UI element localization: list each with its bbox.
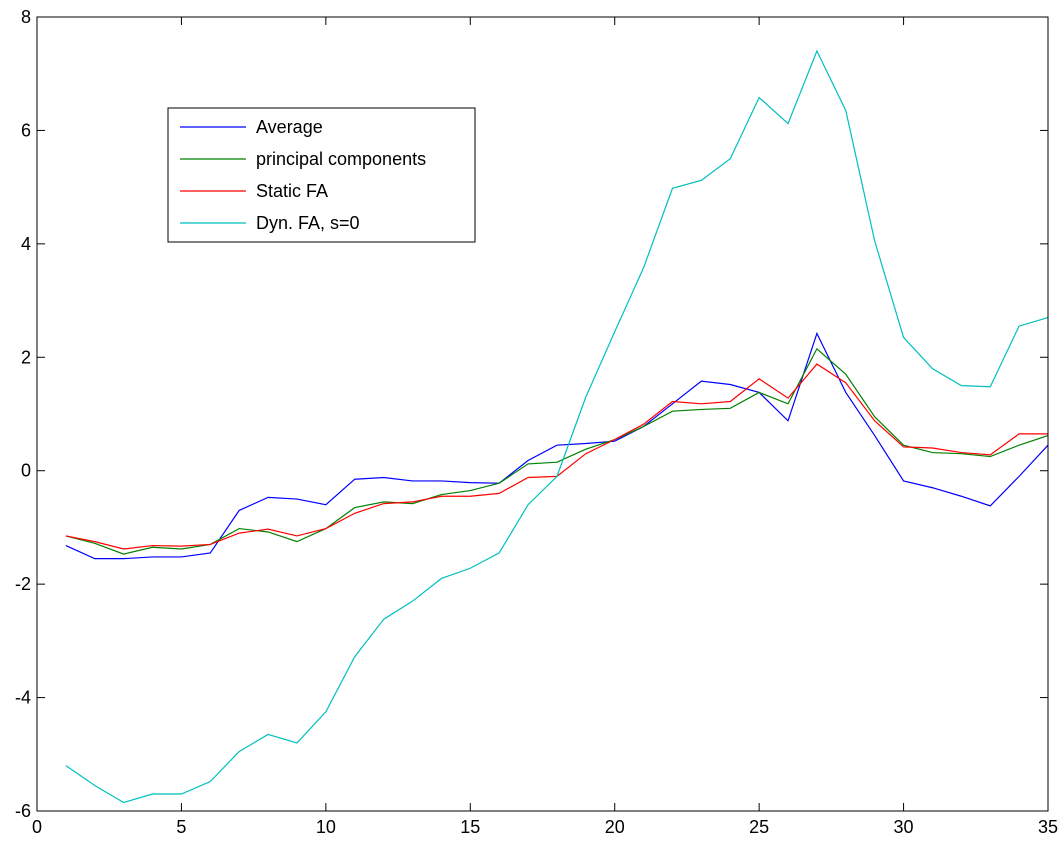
y-tick-label: -2 [15,574,31,594]
y-tick-label: 4 [21,234,31,254]
x-tick-label: 0 [32,817,42,837]
x-axis: 0 5 10 15 20 25 30 35 [32,17,1058,837]
x-tick-label: 35 [1038,817,1058,837]
x-tick-label: 20 [605,817,625,837]
x-tick-label: 25 [749,817,769,837]
legend-label-0: Average [256,117,323,137]
y-axis: -6 -4 -2 0 2 4 6 8 [15,7,1048,821]
series-line-3 [65,49,1049,804]
x-tick-label: 30 [894,817,914,837]
series-line-1 [65,347,1049,555]
axes-box [36,16,1049,812]
y-tick-label: 8 [21,7,31,27]
x-tick-label: 10 [316,817,336,837]
legend-box [167,107,476,243]
legend: Average principal components Static FA Dyn.… [167,107,476,243]
y-tick-label: 6 [21,120,31,140]
legend-label-3: Dyn. FA, s=0 [256,213,360,233]
series-line-2 [65,363,1048,550]
series-line-0 [65,331,1049,560]
y-tick-label: -4 [15,688,31,708]
y-tick-label: 0 [21,461,31,481]
x-tick-label: 15 [460,817,480,837]
legend-label-2: Static FA [256,181,328,201]
x-tick-label: 5 [176,817,186,837]
series-lines [65,49,1049,804]
y-tick-label: 2 [21,347,31,367]
y-tick-label: -6 [15,801,31,821]
legend-label-1: principal components [256,149,426,169]
